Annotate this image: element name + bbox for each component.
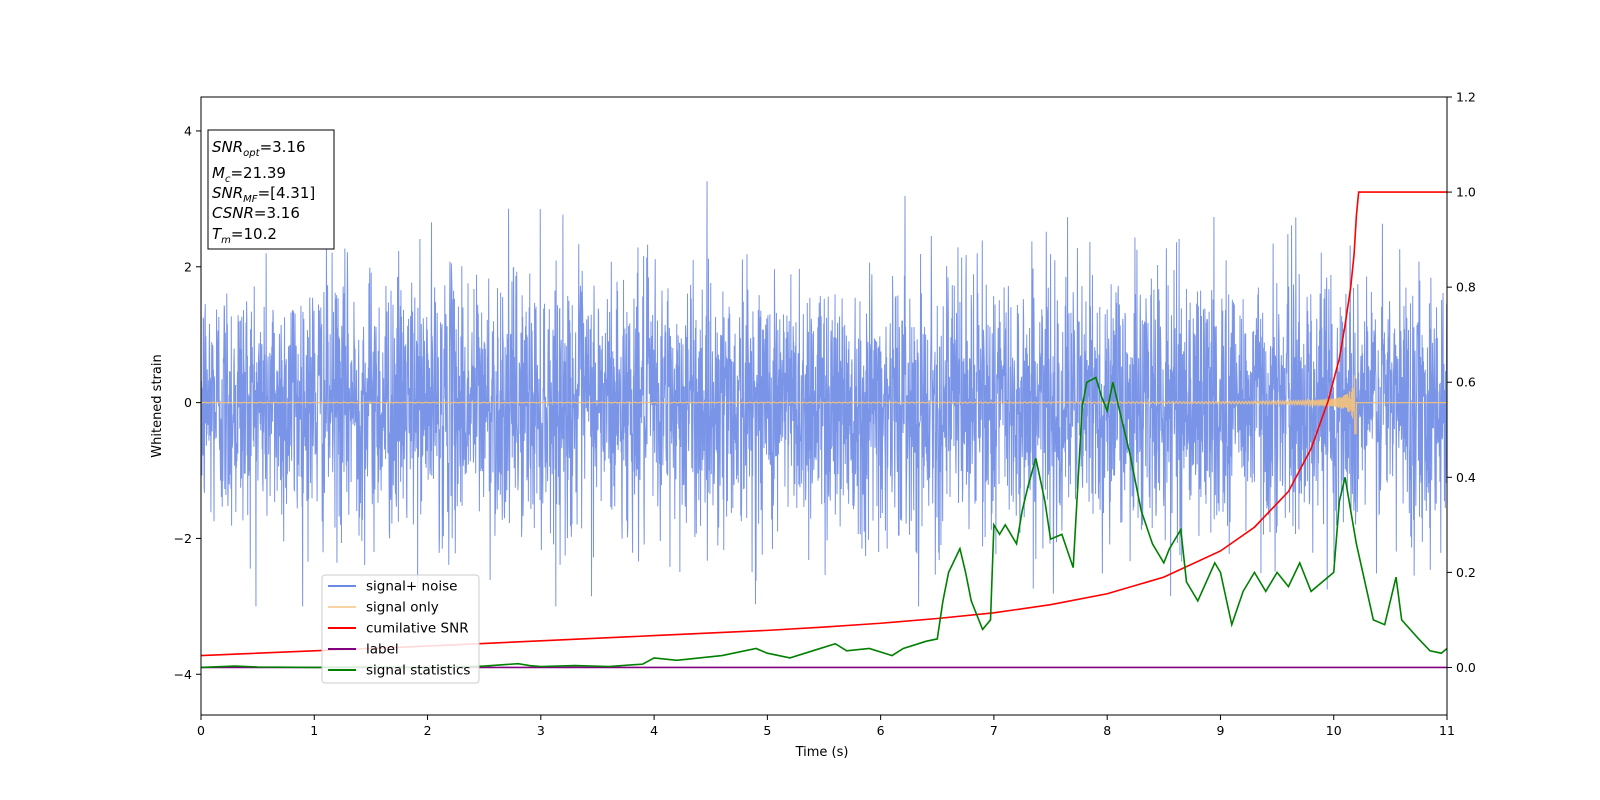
x-tick-label: 5 [763,723,771,738]
y-right-tick-label: 0.8 [1456,280,1476,295]
info-tm: Tm=10.2 [212,225,277,246]
legend-label: signal statistics [366,663,470,679]
info-snr-mf: SNRMF=[4.31] [212,184,315,205]
line-signal-noise [201,181,1447,607]
y-left-tick-label: 0 [184,395,192,410]
x-tick-label: 11 [1439,723,1455,738]
y-axis-right: 1.2 1.0 0.8 0.6 0.4 0.2 0.0 [1447,90,1476,675]
x-tick-label: 8 [1103,723,1111,738]
x-tick-label: 4 [650,723,658,738]
y-left-tick-label: 2 [184,259,192,274]
y-axis-left: 4 2 0 −2 −4 [174,123,201,682]
y-left-tick-label: −2 [174,531,192,546]
y-right-tick-label: 0.2 [1456,565,1476,580]
line-cumilative-snr [201,191,1447,657]
y-right-tick-label: 1.2 [1456,90,1476,105]
legend-box [321,574,480,684]
plot-frame [200,96,1448,716]
series-signal-only [201,375,1447,435]
legend-label: label [366,642,399,658]
x-tick-label: 0 [197,723,205,738]
y-right-tick-label: 0.6 [1456,375,1476,390]
x-tick-label: 6 [877,723,885,738]
series-signal-noise [201,181,1447,607]
info-snr-opt: SNRopt=3.16 [212,138,306,159]
legend-label: signal+ noise [366,579,457,595]
info-mc: Mc=21.39 [212,164,286,185]
info-box: SNRopt=3.16 Mc=21.39 SNRMF=[4.31] CSNR=3… [207,129,335,250]
x-tick-label: 1 [310,723,318,738]
x-tick-label: 7 [990,723,998,738]
x-tick-label: 3 [537,723,545,738]
y-right-tick-label: 0.4 [1456,470,1476,485]
x-tick-label: 2 [424,723,432,738]
x-axis-label: Time (s) [795,745,849,760]
y-left-tick-label: −4 [174,667,192,682]
y-right-tick-label: 1.0 [1456,185,1476,200]
x-tick-label: 10 [1326,723,1342,738]
line-signal-statistics [201,376,1447,669]
x-tick-label: 9 [1216,723,1224,738]
legend-label: signal only [366,600,439,616]
y-axis-label: Whitened strain [150,354,165,457]
info-csnr: CSNR=3.16 [212,204,300,222]
y-left-tick-label: 4 [184,123,192,138]
y-right-tick-label: 0.0 [1456,660,1476,675]
line-signal-only [201,375,1447,435]
legend-label: cumilative SNR [366,621,469,637]
x-axis: 0 1 2 3 4 5 6 7 8 9 10 11 [197,715,1455,738]
legend: signal+ noise signal only cumilative SNR la… [321,574,480,684]
